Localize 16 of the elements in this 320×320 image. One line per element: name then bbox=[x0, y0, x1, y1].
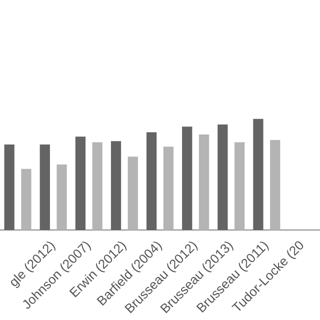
bar bbox=[92, 142, 102, 230]
bar bbox=[40, 144, 50, 230]
bar bbox=[21, 168, 32, 230]
bar bbox=[56, 164, 67, 230]
bar bbox=[198, 134, 210, 230]
bar bbox=[128, 156, 138, 230]
bar bbox=[75, 136, 86, 230]
bar bbox=[146, 132, 157, 230]
bar bbox=[253, 118, 264, 230]
bar bbox=[270, 140, 280, 230]
bar bbox=[163, 146, 174, 230]
bar bbox=[182, 126, 192, 230]
bar bbox=[234, 142, 245, 230]
bar bbox=[218, 124, 228, 230]
bar bbox=[110, 141, 122, 230]
bar bbox=[4, 144, 14, 230]
